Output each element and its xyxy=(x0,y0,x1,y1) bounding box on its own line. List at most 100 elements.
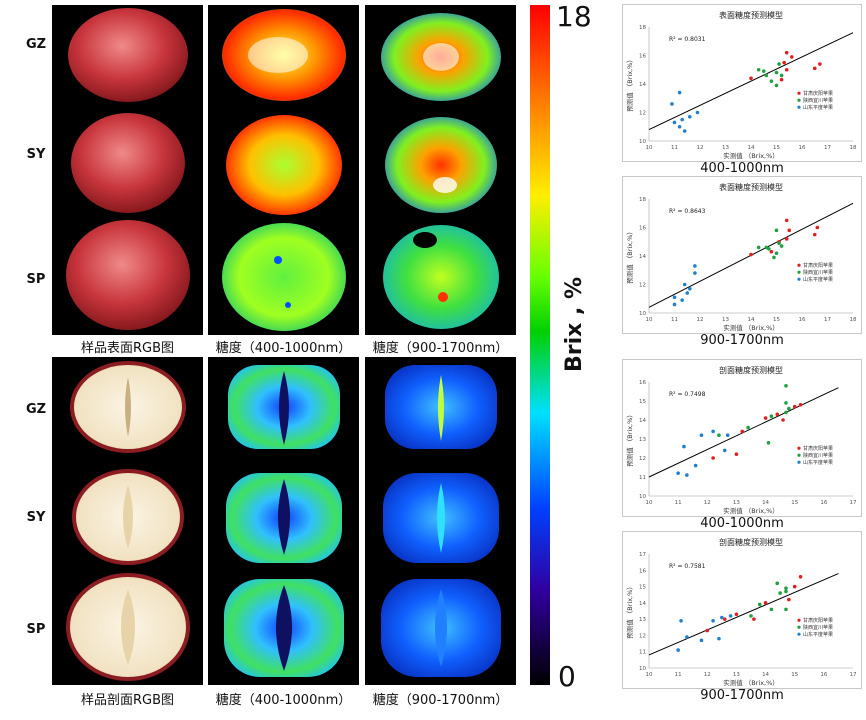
chart-title: 表面糖度预测模型 xyxy=(719,10,783,20)
data-point-series-0 xyxy=(784,67,789,72)
legend-marker-2 xyxy=(797,632,801,636)
chart-surface-swir: 表面糖度预测模型 10 11 12 13 14 15 16 17 18 10 12 14 16 18 实测值 … xyxy=(622,176,862,334)
data-point-series-2 xyxy=(693,271,697,275)
section-rgb-apples xyxy=(66,361,190,681)
legend-entry-0: 甘肃庆阳苹果 xyxy=(803,445,833,452)
data-point-series-1 xyxy=(787,406,791,411)
data-point-series-0 xyxy=(752,617,756,621)
y-tick-label: 10 xyxy=(639,139,646,145)
y-tick-label: 17 xyxy=(639,552,646,558)
data-point-series-2 xyxy=(693,264,697,268)
y-tick-label: 14 xyxy=(639,601,646,607)
data-point-series-1 xyxy=(769,607,774,612)
data-point-series-1 xyxy=(764,73,769,78)
data-point-series-2 xyxy=(682,444,686,449)
data-point-series-1 xyxy=(779,244,784,248)
y-tick-label: 11 xyxy=(639,475,646,481)
y-tick-label: 12 xyxy=(639,283,646,289)
data-point-series-2 xyxy=(711,429,715,434)
data-point-series-1 xyxy=(766,441,771,445)
section-vnir-apples xyxy=(224,365,344,677)
data-point-series-2 xyxy=(688,114,692,119)
x-tick-label: 15 xyxy=(791,672,798,678)
legend-entry-2: 山东平度苹果 xyxy=(803,459,833,466)
x-tick-label: 12 xyxy=(704,672,711,678)
legend-entry-0: 甘肃庆阳苹果 xyxy=(803,90,833,97)
data-point-series-1 xyxy=(784,586,788,590)
row-label-sp-section: SP xyxy=(26,622,46,637)
data-point-series-2 xyxy=(672,302,677,307)
y-tick-label: 16 xyxy=(639,226,646,232)
row-label-sp: SP xyxy=(26,272,46,287)
data-point-series-2 xyxy=(676,471,680,475)
row-label-gz-section: GZ xyxy=(25,402,47,417)
data-point-series-1 xyxy=(717,433,721,437)
brix-colorbar xyxy=(530,5,550,685)
data-point-series-1 xyxy=(779,73,784,78)
data-point-series-2 xyxy=(688,286,692,291)
data-point-series-0 xyxy=(749,252,753,257)
legend-marker-2 xyxy=(797,460,801,464)
chart-surface-vnir-svg: 表面糖度预测模型 10 11 12 13 14 15 16 17 18 10 12 14 16 18 实测值 … xyxy=(625,10,857,160)
chart-section-vnir: 剖面糖度预测模型 10 11 12 13 14 15 16 17 10 11 12 13 14 15 16 实测… xyxy=(622,359,862,517)
x-tick-label: 14 xyxy=(762,672,769,678)
x-axis-label: 实测值 （Brix,%） xyxy=(723,678,779,687)
x-tick-label: 14 xyxy=(762,500,769,506)
chart-caption-section-vnir: 400-1000nm xyxy=(700,516,784,531)
r-squared-label: R² = 0.7498 xyxy=(669,391,706,398)
data-point-series-1 xyxy=(774,251,779,255)
caption-section-rgb: 样品剖面RGB图 xyxy=(80,693,175,708)
data-point-series-0 xyxy=(798,575,803,579)
fit-line xyxy=(648,573,839,656)
legend-entry-2: 山东平度苹果 xyxy=(803,631,833,638)
caption-section-swir: 糖度（900-1700nm） xyxy=(372,693,509,708)
legend-marker-0 xyxy=(797,446,801,450)
r-squared-label: R² = 0.7581 xyxy=(669,563,706,570)
data-point-series-1 xyxy=(784,384,788,388)
x-tick-label: 13 xyxy=(733,500,740,506)
data-point-series-1 xyxy=(769,79,774,83)
row-label-sy: SY xyxy=(26,147,46,162)
data-point-series-1 xyxy=(756,245,761,250)
x-tick-label: 12 xyxy=(697,317,704,323)
data-point-series-1 xyxy=(774,70,779,75)
x-tick-label: 17 xyxy=(824,145,831,151)
data-point-series-0 xyxy=(711,456,715,460)
x-tick-label: 12 xyxy=(697,145,704,151)
surface-rgb-panel xyxy=(52,5,203,335)
y-tick-label: 15 xyxy=(639,585,646,591)
data-point-series-0 xyxy=(784,218,789,223)
data-point-series-2 xyxy=(717,636,721,641)
section-vnir-panel xyxy=(208,357,359,685)
y-tick-label: 16 xyxy=(639,568,646,574)
x-tick-label: 10 xyxy=(646,672,653,678)
x-tick-label: 16 xyxy=(799,145,806,151)
y-tick-label: 18 xyxy=(639,25,646,31)
data-point-series-0 xyxy=(784,50,789,55)
chart-surface-vnir: 表面糖度预测模型 10 11 12 13 14 15 16 17 18 10 12 14 16 18 实测值 … xyxy=(622,4,862,162)
data-point-series-0 xyxy=(787,228,792,233)
x-tick-label: 11 xyxy=(675,672,682,678)
data-point-series-1 xyxy=(746,425,750,430)
data-point-series-1 xyxy=(767,247,771,251)
legend-marker-2 xyxy=(797,105,801,109)
x-tick-label: 11 xyxy=(671,317,678,323)
y-tick-label: 10 xyxy=(639,494,646,500)
x-tick-label: 13 xyxy=(722,145,729,151)
data-point-series-2 xyxy=(699,638,704,643)
data-point-series-2 xyxy=(685,473,689,477)
data-point-series-0 xyxy=(734,452,739,456)
data-point-series-0 xyxy=(779,77,784,82)
chart-title: 表面糖度预测模型 xyxy=(719,182,783,192)
data-point-series-0 xyxy=(769,249,774,254)
surface-swir-apples xyxy=(381,13,501,329)
chart-section-swir: 剖面糖度预测模型 10 11 12 13 14 15 16 17 10 11 12 13 14 15 16 17… xyxy=(622,531,862,689)
data-point-series-0 xyxy=(784,237,789,241)
x-tick-label: 16 xyxy=(820,672,827,678)
colorbar-min-label: 0 xyxy=(558,660,576,693)
x-tick-label: 15 xyxy=(773,317,780,323)
data-point-series-1 xyxy=(784,589,788,594)
fit-line xyxy=(648,32,854,131)
row-label-sy-section: SY xyxy=(26,510,46,525)
y-tick-label: 12 xyxy=(639,111,646,117)
